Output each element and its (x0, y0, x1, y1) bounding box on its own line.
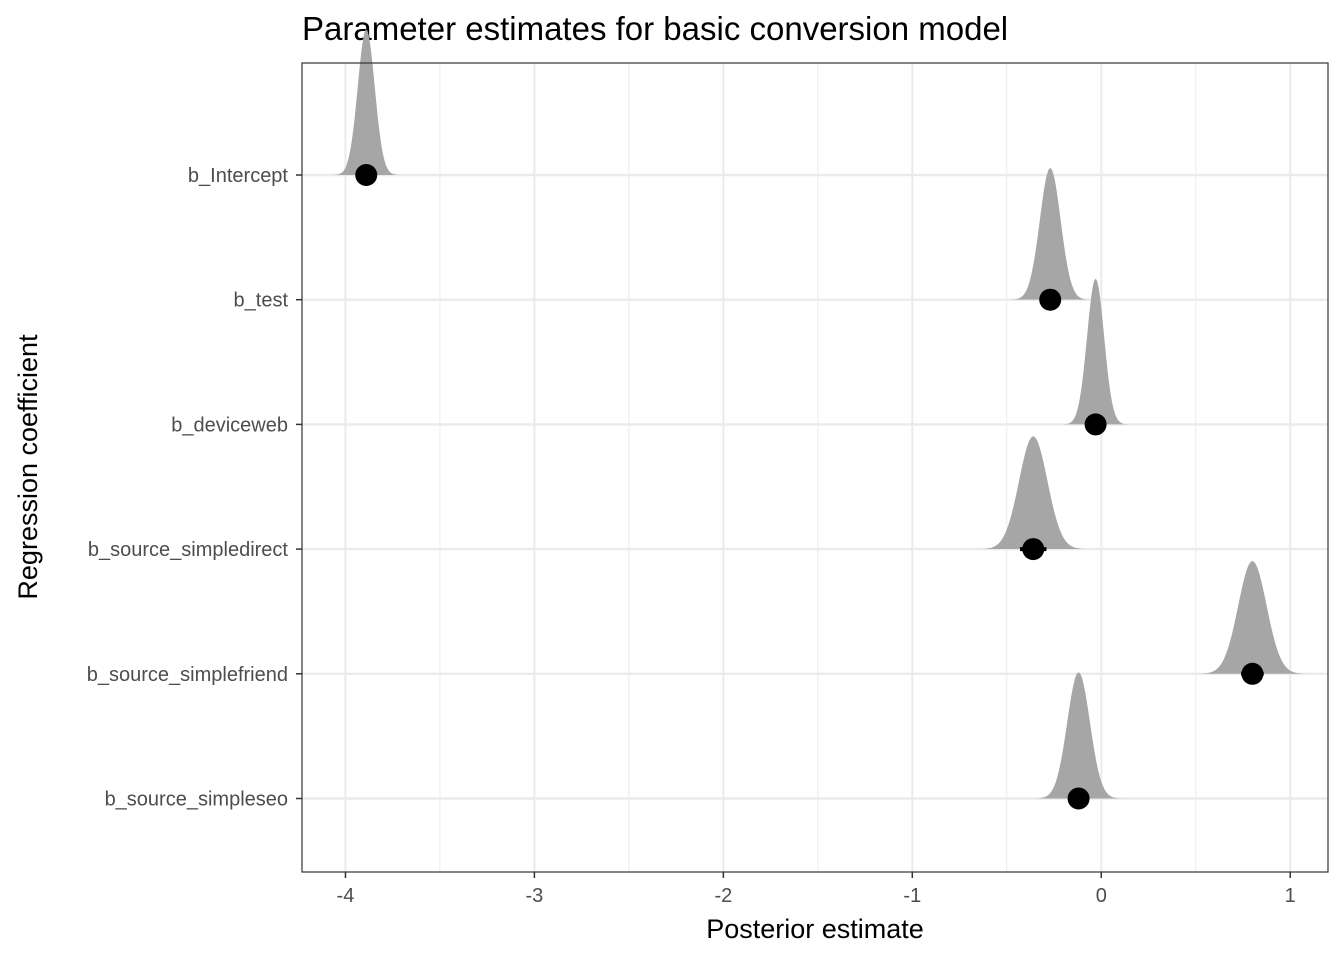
point-b_source_simplefriend (1241, 662, 1264, 685)
x-tick-label: -1 (903, 885, 921, 907)
chart-title: Parameter estimates for basic conversion… (302, 10, 1008, 47)
density-slab-b_source_simplefriend (1195, 561, 1310, 674)
y-tick-label: b_source_simpledirect (88, 539, 289, 561)
x-tick-label: 0 (1096, 885, 1107, 907)
density-slab-b_test (1008, 168, 1092, 300)
y-tick-label: b_source_simpleseo (105, 789, 288, 811)
x-tick-label: -3 (526, 885, 544, 907)
density-slab-b_source_simpledirect (976, 436, 1090, 550)
density-slab-b_source_simpleseo (1033, 672, 1124, 799)
y-axis: b_Intercept b_test b_deviceweb b_source_sim… (87, 165, 302, 811)
point-b_test (1039, 288, 1062, 311)
x-tick-label: 1 (1285, 885, 1296, 907)
panel-border (301, 62, 1329, 873)
y-tick-label: b_deviceweb (171, 414, 288, 436)
grid-lines (302, 63, 1328, 872)
y-axis-title: Regression coefficient (13, 334, 43, 600)
x-tick-label: -2 (714, 885, 732, 907)
point-b_Intercept (355, 164, 378, 186)
y-tick-label: b_source_simplefriend (87, 664, 288, 686)
x-axis-title: Posterior estimate (706, 914, 924, 944)
density-slab-b_Intercept (332, 29, 401, 175)
plot-panel (302, 63, 1328, 872)
y-tick-label: b_Intercept (188, 165, 289, 187)
y-tick-label: b_test (234, 290, 289, 312)
x-axis: -4 -3 -2 -1 0 1 (337, 872, 1296, 907)
point-intervals (355, 164, 1264, 810)
point-b_source_simpledirect (1022, 538, 1045, 561)
density-slab-b_deviceweb (1061, 278, 1130, 425)
point-b_source_simpleseo (1067, 787, 1090, 810)
point-b_deviceweb (1084, 413, 1107, 436)
density-slabs (332, 29, 1310, 799)
x-tick-label: -4 (337, 885, 355, 907)
